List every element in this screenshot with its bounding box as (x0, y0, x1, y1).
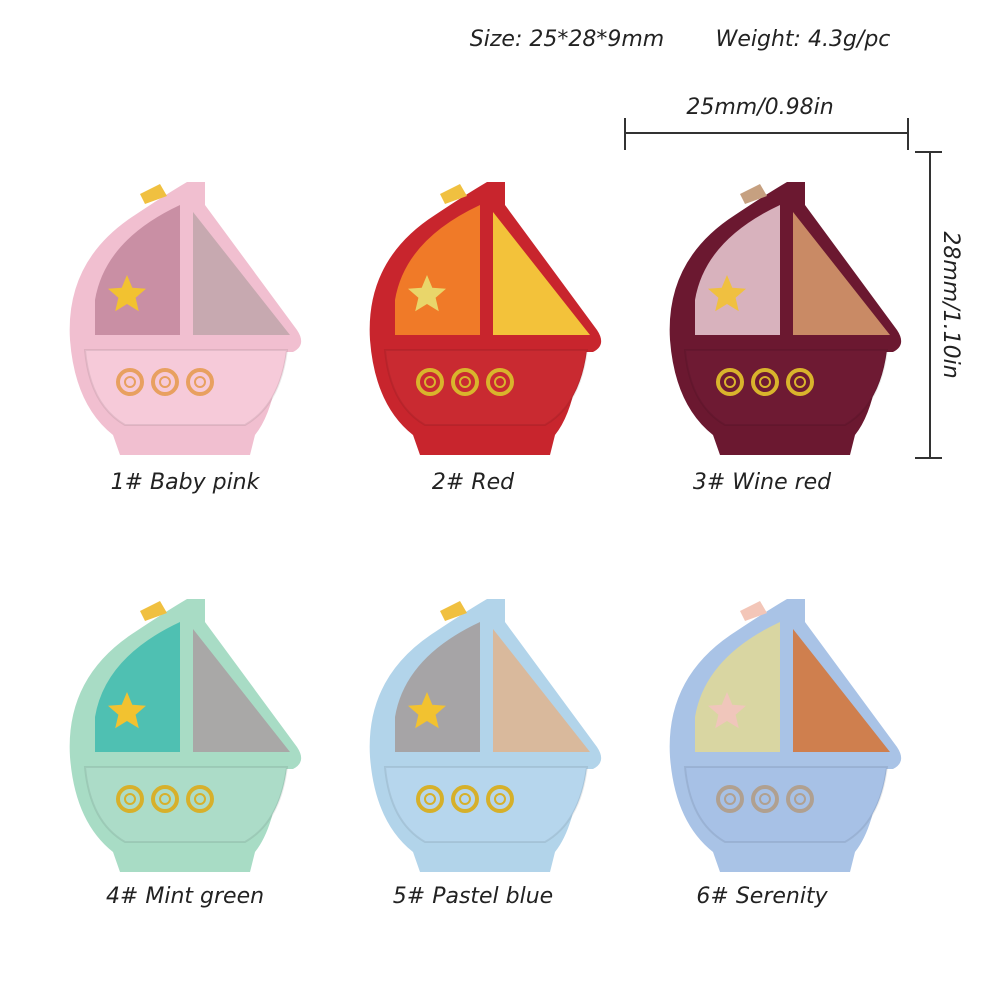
porthole-inner (794, 376, 806, 388)
porthole-inner (159, 376, 171, 388)
porthole (486, 368, 514, 396)
hull (83, 349, 289, 426)
right-sail (193, 629, 290, 752)
right-sail (793, 629, 890, 752)
porthole-inner (724, 376, 736, 388)
porthole (751, 368, 779, 396)
star (708, 692, 746, 729)
porthole-inner (124, 793, 136, 805)
size-text: Size: 25*28*9mm (470, 27, 664, 52)
star (408, 692, 446, 729)
item-label: 6# Serenity (696, 884, 828, 909)
star (408, 275, 446, 312)
porthole-inner (759, 793, 771, 805)
bead (669, 182, 902, 455)
item-label: 1# Baby pink (111, 470, 261, 495)
hull (383, 766, 589, 843)
porthole-inner (424, 376, 436, 388)
item-label: 2# Red (432, 470, 515, 495)
flag (140, 184, 167, 204)
left-sail (395, 205, 480, 335)
porthole (116, 368, 144, 396)
flag (140, 601, 167, 621)
width-label: 25mm/0.98in (686, 95, 833, 120)
right-sail (193, 212, 290, 335)
right-sail (493, 629, 590, 752)
porthole (186, 785, 214, 813)
hull (383, 349, 589, 426)
porthole (416, 368, 444, 396)
item-label: 5# Pastel blue (393, 884, 553, 909)
porthole-inner (424, 793, 436, 805)
porthole (416, 785, 444, 813)
porthole (451, 785, 479, 813)
star (108, 692, 146, 729)
porthole (786, 785, 814, 813)
item-label: 4# Mint green (106, 884, 264, 909)
weight-text: Weight: 4.3g/pc (716, 27, 891, 52)
flag (740, 601, 767, 621)
left-sail (95, 622, 180, 752)
porthole-inner (759, 376, 771, 388)
item-label: 3# Wine red (693, 470, 832, 495)
porthole (186, 368, 214, 396)
porthole (716, 368, 744, 396)
left-sail (395, 622, 480, 752)
flag (440, 184, 467, 204)
porthole-inner (494, 793, 506, 805)
bead (69, 182, 302, 455)
porthole-inner (724, 793, 736, 805)
porthole-inner (459, 793, 471, 805)
porthole (716, 785, 744, 813)
porthole (451, 368, 479, 396)
porthole (116, 785, 144, 813)
left-sail (695, 205, 780, 335)
porthole-inner (159, 793, 171, 805)
porthole (486, 785, 514, 813)
height-label: 28mm/1.10in (938, 231, 963, 378)
porthole-inner (459, 376, 471, 388)
hull (83, 766, 289, 843)
bead (369, 599, 602, 872)
porthole (151, 368, 179, 396)
left-sail (695, 622, 780, 752)
porthole (151, 785, 179, 813)
star (108, 275, 146, 312)
porthole-inner (194, 376, 206, 388)
flag (740, 184, 767, 204)
left-sail (95, 205, 180, 335)
porthole-inner (194, 793, 206, 805)
right-sail (493, 212, 590, 335)
hull (683, 349, 889, 426)
porthole-inner (494, 376, 506, 388)
porthole-inner (124, 376, 136, 388)
bead (369, 182, 602, 455)
porthole (786, 368, 814, 396)
bead (69, 599, 302, 872)
bead (669, 599, 902, 872)
porthole-inner (794, 793, 806, 805)
hull (683, 766, 889, 843)
flag (440, 601, 467, 621)
star (708, 275, 746, 312)
right-sail (793, 212, 890, 335)
porthole (751, 785, 779, 813)
